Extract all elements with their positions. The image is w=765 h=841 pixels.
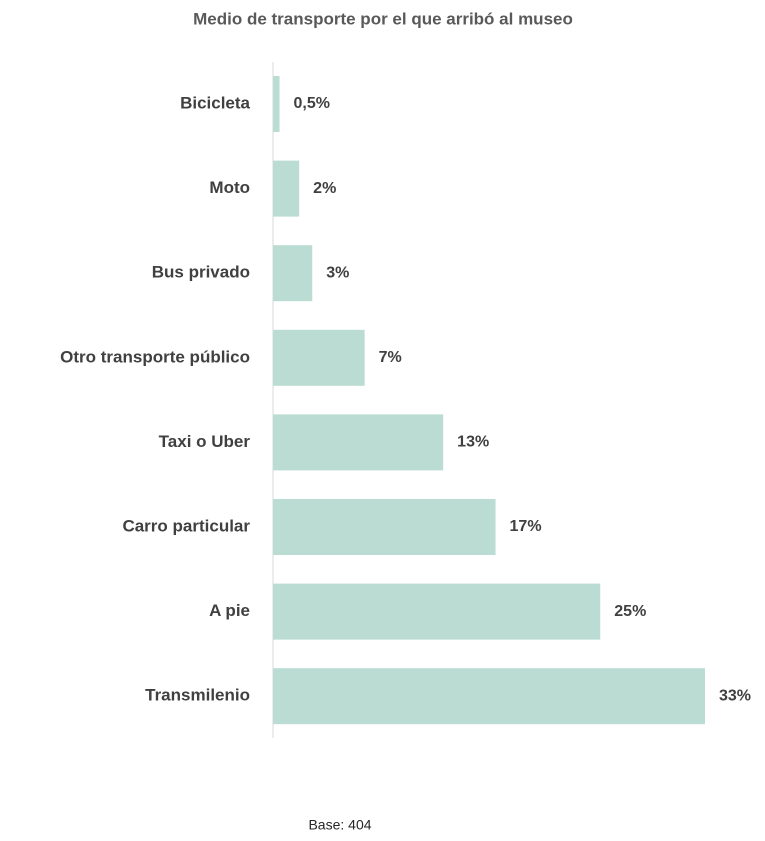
value-label: 13% bbox=[457, 434, 489, 451]
bar bbox=[273, 160, 300, 217]
bar bbox=[273, 668, 705, 725]
category-label: Otro transporte público bbox=[60, 347, 250, 366]
value-label: 17% bbox=[510, 518, 542, 535]
category-label: Carro particular bbox=[122, 516, 250, 535]
bar bbox=[273, 583, 601, 640]
value-label: 2% bbox=[313, 180, 336, 197]
category-label: Transmilenio bbox=[145, 686, 250, 705]
category-label: Moto bbox=[209, 178, 250, 197]
bar bbox=[273, 76, 280, 132]
value-label: 3% bbox=[326, 264, 349, 281]
bar bbox=[273, 499, 496, 555]
value-label: 33% bbox=[719, 687, 751, 704]
chart-title: Medio de transporte por el que arribó al… bbox=[193, 9, 573, 28]
value-label: 25% bbox=[614, 603, 646, 620]
base-note: Base: 404 bbox=[308, 817, 371, 833]
category-label: Taxi o Uber bbox=[159, 432, 251, 451]
value-label: 7% bbox=[379, 349, 402, 366]
category-label: A pie bbox=[209, 601, 250, 620]
bar bbox=[273, 414, 444, 471]
bar bbox=[273, 329, 365, 386]
bar bbox=[273, 245, 313, 302]
category-label: Bus privado bbox=[152, 263, 250, 282]
category-label: Bicicleta bbox=[180, 93, 250, 112]
value-label: 0,5% bbox=[294, 95, 330, 112]
